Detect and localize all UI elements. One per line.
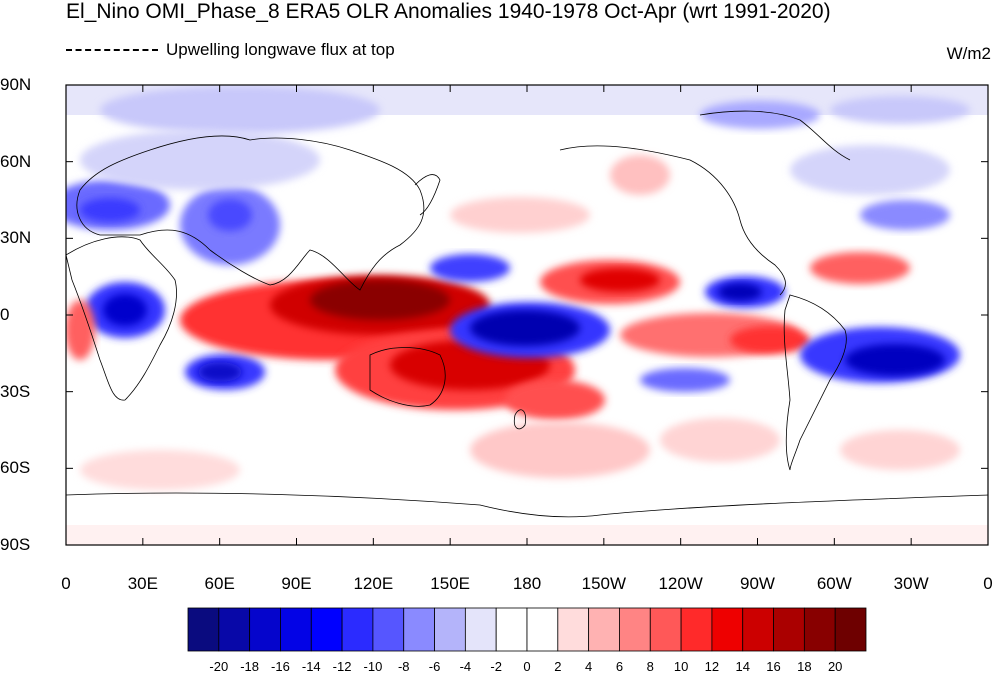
- colorbar-tick-label: -20: [209, 659, 229, 674]
- lat-tick-label: 90S: [0, 535, 31, 554]
- dashed-line-sample: [66, 49, 158, 51]
- colorbar-tick-label: 6: [615, 659, 624, 674]
- axis-ticks: [65, 84, 989, 546]
- colorbar-tick-label: -4: [459, 659, 472, 674]
- colorbar-tick-label: -18: [240, 659, 260, 674]
- colorbar-tick-label: 0: [523, 659, 531, 674]
- colorbar-tick-label: 12: [704, 659, 720, 674]
- colorbar-swatch: [773, 607, 805, 652]
- colorbar-tick-label: -2: [490, 659, 502, 674]
- colorbar-swatch: [187, 607, 220, 652]
- lat-tick-label: 0: [0, 305, 10, 324]
- colorbar-swatch: [649, 607, 682, 652]
- colorbar-swatch: [218, 607, 251, 652]
- colorbar-tick-label: 18: [797, 659, 812, 674]
- colorbar-tick-label: -6: [428, 659, 441, 674]
- lon-tick-label: 90W: [740, 574, 775, 593]
- lon-tick-label: 60W: [816, 574, 852, 593]
- colorbar-tick-label: 14: [735, 659, 750, 674]
- colorbar-tick-label: -8: [397, 659, 410, 674]
- colorbar-tick-label: 8: [646, 659, 654, 674]
- legend-entry: Upwelling longwave flux at top: [66, 40, 395, 60]
- colorbar-swatch: [834, 607, 867, 652]
- colorbar: [187, 607, 867, 652]
- colorbar-swatch: [341, 607, 374, 652]
- lon-tick-label: 120W: [658, 574, 703, 593]
- colorbar-swatch: [310, 607, 343, 652]
- colorbar-swatch: [526, 607, 559, 652]
- legend-entry-label: Upwelling longwave flux at top: [166, 40, 395, 59]
- lon-tick-label: 150E: [430, 574, 471, 593]
- colorbar-tick-label: 2: [554, 659, 562, 674]
- colorbar-swatch: [464, 607, 497, 652]
- colorbar-swatch: [403, 607, 435, 652]
- lon-tick-label: 90E: [281, 574, 312, 593]
- colorbar-tick-label: -10: [363, 659, 383, 674]
- coastlines: [66, 110, 988, 518]
- colorbar-swatch: [803, 607, 836, 652]
- units-label: W/m2: [946, 44, 991, 63]
- lon-tick-label: 30W: [893, 574, 929, 593]
- lat-tick-label: 30S: [0, 381, 31, 401]
- colorbar-tick-label: -12: [332, 659, 352, 674]
- lat-tick-label: 90N: [0, 75, 32, 94]
- colorbar-swatch: [588, 607, 620, 652]
- colorbar-swatch: [557, 607, 590, 652]
- lon-tick-label: 0: [983, 574, 993, 593]
- colorbar-tick-label: 16: [766, 659, 781, 674]
- lon-tick-label: 180: [512, 574, 542, 593]
- colorbar-swatch: [711, 607, 744, 652]
- lat-tick-label: 30N: [0, 228, 32, 248]
- colorbar-tick-label: -16: [271, 659, 290, 674]
- map-title: El_Nino OMI_Phase_8 ERA5 OLR Anomalies 1…: [66, 0, 831, 23]
- lon-tick-label: 60E: [204, 574, 235, 593]
- colorbar-swatch: [680, 607, 713, 652]
- colorbar-tick-label: 20: [827, 659, 843, 674]
- colorbar-swatch: [434, 607, 466, 652]
- colorbar-swatch: [249, 607, 281, 652]
- colorbar-tick-label: 4: [585, 659, 593, 674]
- colorbar-swatch: [280, 607, 312, 652]
- lat-tick-label: 60S: [0, 458, 31, 478]
- lon-tick-label: 150W: [581, 574, 627, 593]
- colorbar-tick-label: 10: [673, 659, 689, 674]
- lat-tick-label: 60N: [0, 151, 32, 171]
- colorbar-swatch: [495, 607, 528, 652]
- colorbar-swatch: [372, 607, 405, 652]
- colorbar-tick-label: -14: [301, 659, 321, 674]
- colorbar-swatch: [619, 607, 651, 652]
- anomaly-field: [66, 85, 988, 545]
- lon-tick-label: 0: [61, 574, 71, 593]
- lon-tick-label: 120E: [353, 574, 394, 593]
- colorbar-swatch: [742, 607, 774, 652]
- lon-tick-label: 30E: [127, 574, 158, 593]
